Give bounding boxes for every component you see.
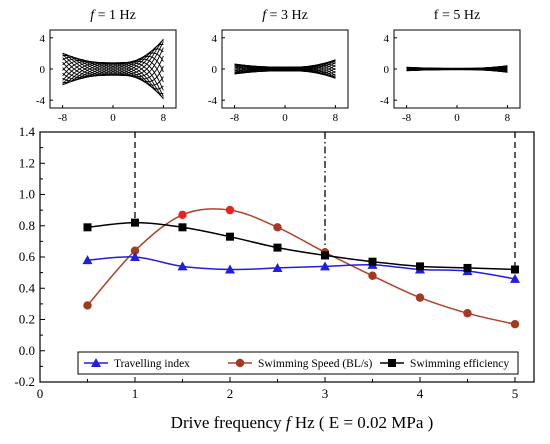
envelope-curves xyxy=(62,38,164,100)
title-value: = 5 Hz xyxy=(438,8,480,23)
y-tick-label: 1.4 xyxy=(19,124,36,139)
y-tick-label: 0.6 xyxy=(19,249,36,264)
envelope-curves xyxy=(406,65,508,73)
y-tick-label: 0 xyxy=(40,64,46,76)
x-tick-label: -8 xyxy=(230,112,240,124)
data-point xyxy=(226,232,234,241)
data-point xyxy=(130,252,140,261)
body-wave-curve xyxy=(406,67,508,72)
legend-label: Swimming Speed (BL/s) xyxy=(258,358,373,370)
x-tick-label: 8 xyxy=(505,112,511,124)
series-line xyxy=(87,221,516,271)
data-point xyxy=(131,218,139,227)
legend-marker xyxy=(235,358,245,368)
data-point xyxy=(321,251,329,260)
y-tick-label: 0.4 xyxy=(19,280,36,295)
data-point xyxy=(82,255,93,265)
x-axis-label-part: Hz ( E = 0.02 MPa ) xyxy=(291,413,434,432)
data-point xyxy=(463,263,472,272)
inset-title: f = 5 Hz xyxy=(434,8,480,23)
data-point xyxy=(177,261,188,271)
main-chart: 0 1 2 3 4 5 -0.2 0.0 0.2 0.4 0.6 0.8 1.0 1.2 1.4 Travel… xyxy=(14,124,535,432)
legend: Travelling index Swimming Speed (BL/s) Swi… xyxy=(77,351,519,375)
x-tick-label: 1 xyxy=(132,386,139,401)
inset-chart-1hz: f = 1 Hz -8 0 8 4 0 -4 xyxy=(36,8,177,124)
body-wave-curve xyxy=(62,60,164,91)
x-tick-label: 0 xyxy=(110,112,116,124)
y-tick-label: 4 xyxy=(384,33,390,45)
y-tick-label: 0 xyxy=(384,64,390,76)
title-value: = 1 Hz xyxy=(94,8,136,23)
series-swimming-efficiency xyxy=(83,218,519,274)
inset-chart-3hz: f = 3 Hz -8 0 8 4 0 -4 xyxy=(208,8,349,124)
data-point xyxy=(273,243,282,252)
x-tick-label: 3 xyxy=(322,386,329,401)
y-tick-label: 1.0 xyxy=(19,187,35,202)
title-value: = 3 Hz xyxy=(266,8,308,23)
data-point xyxy=(130,246,140,255)
y-tick-label: -4 xyxy=(380,95,390,107)
y-tick-label: -4 xyxy=(208,95,218,107)
x-axis-label-part: f xyxy=(286,413,293,432)
data-point xyxy=(368,271,377,280)
x-axis-label-part: Drive frequency xyxy=(171,413,286,432)
legend-label: Swimming efficiency xyxy=(410,358,509,370)
y-tick-label: 4 xyxy=(212,33,218,45)
y-tick-label: 0.8 xyxy=(19,218,35,233)
data-point xyxy=(178,210,187,220)
data-point xyxy=(416,262,424,271)
data-point xyxy=(225,205,235,215)
data-point xyxy=(225,264,235,274)
data-point xyxy=(463,309,472,318)
data-point xyxy=(510,319,520,329)
legend-box xyxy=(77,351,519,375)
data-point xyxy=(415,293,425,302)
x-tick-label: 8 xyxy=(161,112,167,124)
x-axis-label: Drive frequency f Hz ( E = 0.02 MPa ) xyxy=(171,413,434,432)
y-tick-label: -4 xyxy=(36,95,46,107)
data-point xyxy=(83,301,92,310)
x-tick-label: 8 xyxy=(333,112,339,124)
y-tick-label: 0 xyxy=(212,64,218,76)
data-point xyxy=(511,265,519,274)
legend-marker xyxy=(388,359,396,367)
inset-title: f = 3 Hz xyxy=(262,8,308,23)
body-wave-curve xyxy=(234,66,336,77)
y-tick-label: 4 xyxy=(40,33,46,45)
inset-chart-5hz: f = 5 Hz -8 0 8 4 0 -4 xyxy=(380,8,521,124)
data-point xyxy=(368,257,377,266)
y-tick-label: 0.0 xyxy=(19,343,35,358)
x-tick-label: -8 xyxy=(402,112,412,124)
x-tick-label: 0 xyxy=(454,112,460,124)
body-wave-curve xyxy=(62,61,164,97)
x-tick-label: 0 xyxy=(282,112,288,124)
y-tick-label: 1.2 xyxy=(19,155,35,170)
data-point xyxy=(273,223,282,232)
series-line xyxy=(87,256,516,280)
legend-marker xyxy=(91,358,101,367)
series-line xyxy=(86,208,516,325)
data-point xyxy=(272,262,283,272)
data-point xyxy=(320,261,330,271)
legend-label: Travelling index xyxy=(114,358,190,370)
title-symbol: f xyxy=(90,8,96,23)
x-tick-label: 2 xyxy=(227,386,234,401)
x-tick-label: 5 xyxy=(512,386,519,401)
envelope-curves xyxy=(234,59,336,79)
x-tick-label: 0 xyxy=(37,386,44,401)
y-tick-label: -0.2 xyxy=(14,374,35,389)
title-symbol: f xyxy=(262,8,268,23)
y-tick-label: 0.2 xyxy=(19,312,35,327)
data-point xyxy=(178,223,187,232)
inset-title: f = 1 Hz xyxy=(90,8,136,23)
x-tick-label: -8 xyxy=(58,112,68,124)
data-point xyxy=(83,223,92,232)
x-tick-label: 4 xyxy=(417,386,424,401)
title-symbol: f xyxy=(434,8,439,23)
data-point xyxy=(510,273,520,283)
